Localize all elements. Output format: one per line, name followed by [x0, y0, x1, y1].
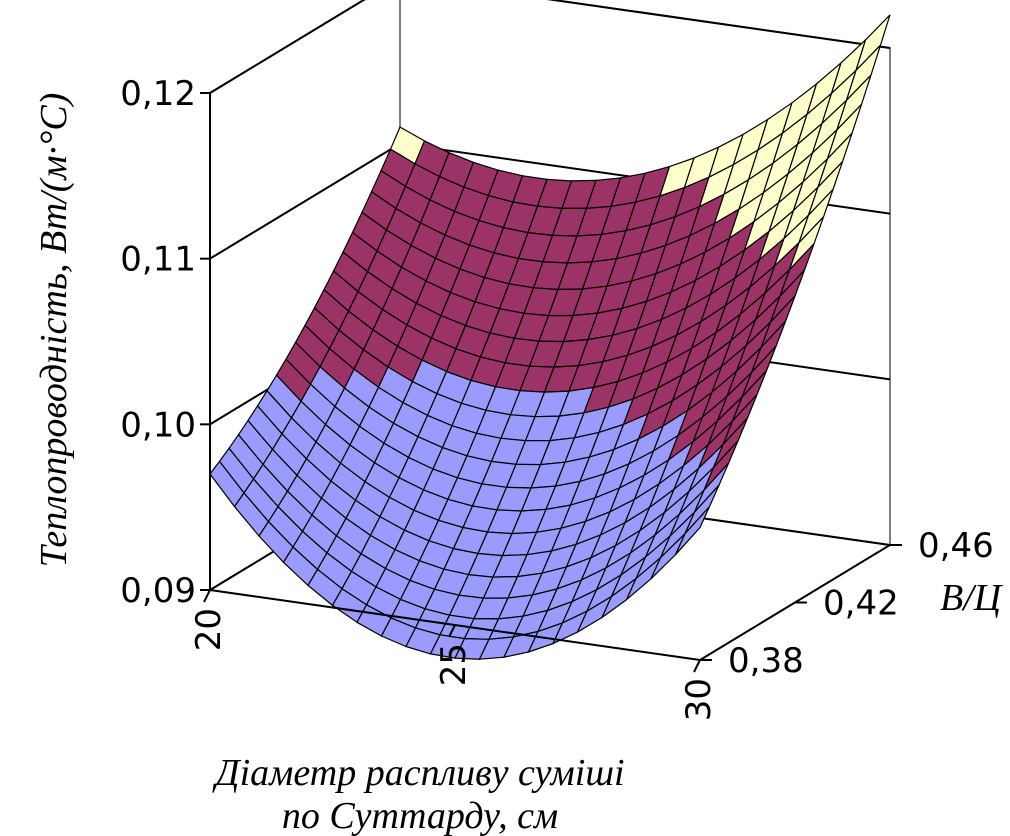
z-tick-label: 0,09	[120, 571, 196, 611]
surface-cell	[674, 506, 711, 556]
z-tick-label: 0,12	[120, 74, 196, 114]
surface-mesh	[209, 14, 891, 660]
x-tick-mark	[448, 624, 456, 638]
x-axis-title-line-1: Діаметр распливу суміші	[212, 752, 624, 794]
x-tick-label: 25	[434, 643, 474, 686]
z-axis-title: Теплопровoдність, Вт/(м·°С)	[33, 93, 75, 568]
x-tick-label: 30	[679, 678, 719, 721]
x-tick-mark	[693, 659, 701, 673]
y-axis-title: В/Ц	[940, 577, 1004, 619]
x-tick-label: 20	[189, 608, 229, 651]
x-tick-mark	[203, 589, 211, 603]
z-tick-label: 0,10	[120, 405, 196, 445]
wall-gridline	[209, 0, 891, 94]
y-tick-label: 0,42	[823, 584, 899, 624]
chart-axes: 0,09 0,10 0,11 0,12 20 25 300,38 0,42 0,46	[120, 74, 993, 721]
y-tick-label: 0,46	[918, 526, 994, 566]
x-axis-title-line-2: по Суттарду, см	[282, 795, 558, 836]
z-tick-label: 0,11	[120, 240, 196, 280]
y-tick-label: 0,38	[728, 641, 804, 681]
